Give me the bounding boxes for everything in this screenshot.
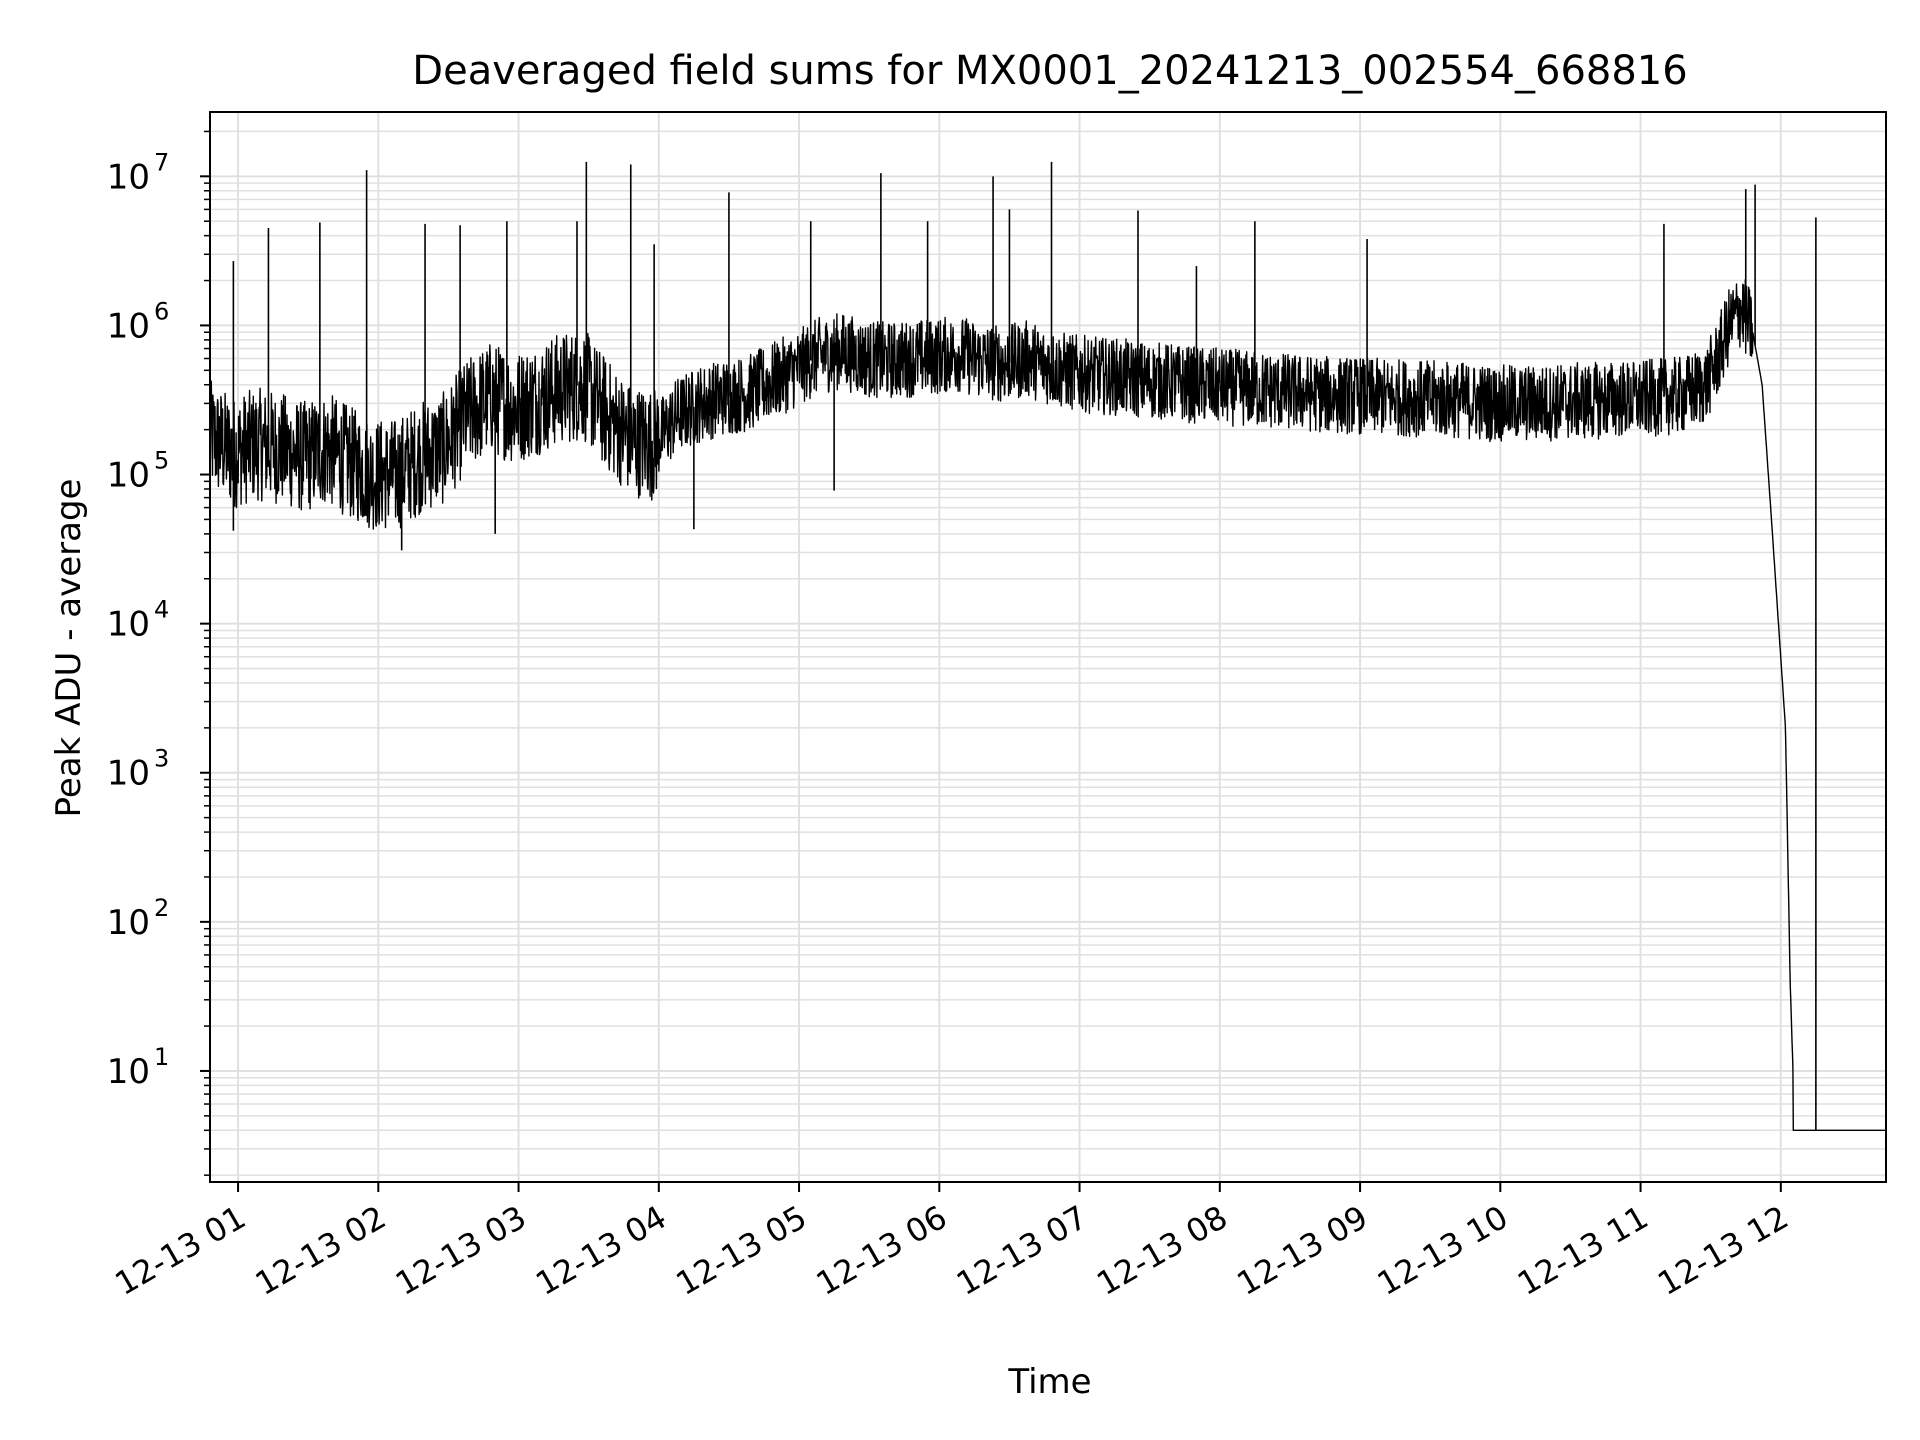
y-tick-label: 10	[107, 456, 150, 496]
y-tick-label: 10	[107, 1052, 150, 1092]
y-tick-exponent: 1	[154, 1043, 169, 1071]
x-axis-label: Time	[1007, 1362, 1091, 1402]
y-axis-label: Peak ADU - average	[49, 479, 89, 818]
y-tick-label: 10	[107, 605, 150, 645]
series-line	[209, 279, 1887, 1131]
plot-layer	[209, 161, 1887, 1131]
y-tick-exponent: 3	[154, 745, 169, 773]
y-tick-exponent: 7	[154, 148, 169, 176]
y-tick-label: 10	[107, 306, 150, 346]
y-tick-exponent: 2	[154, 894, 169, 922]
y-tick-exponent: 5	[154, 447, 169, 475]
y-tick-exponent: 4	[154, 596, 169, 624]
chart-title: Deaveraged field sums for MX0001_2024121…	[412, 48, 1687, 94]
y-tick-label: 10	[107, 754, 150, 794]
grid-layer	[210, 112, 1886, 1182]
y-tick-label: 10	[107, 157, 150, 197]
y-tick-exponent: 6	[154, 297, 169, 325]
y-tick-label: 10	[107, 903, 150, 943]
